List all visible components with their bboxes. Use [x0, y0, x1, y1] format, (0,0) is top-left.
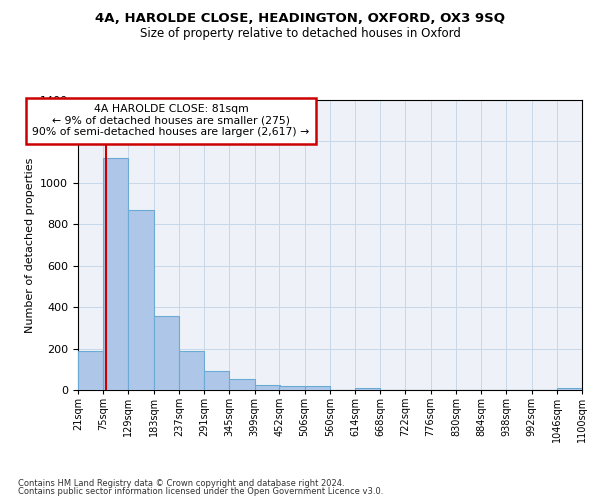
Bar — [128, 210, 154, 390]
Bar — [103, 158, 128, 390]
Bar — [154, 316, 179, 390]
Bar — [280, 386, 305, 390]
Text: 4A HAROLDE CLOSE: 81sqm
← 9% of detached houses are smaller (275)
90% of semi-de: 4A HAROLDE CLOSE: 81sqm ← 9% of detached… — [32, 104, 310, 138]
Bar — [204, 372, 229, 390]
Text: Contains public sector information licensed under the Open Government Licence v3: Contains public sector information licen… — [18, 487, 383, 496]
Text: Contains HM Land Registry data © Crown copyright and database right 2024.: Contains HM Land Registry data © Crown c… — [18, 478, 344, 488]
Text: 4A, HAROLDE CLOSE, HEADINGTON, OXFORD, OX3 9SQ: 4A, HAROLDE CLOSE, HEADINGTON, OXFORD, O… — [95, 12, 505, 26]
Text: Size of property relative to detached houses in Oxford: Size of property relative to detached ho… — [140, 28, 460, 40]
Y-axis label: Number of detached properties: Number of detached properties — [25, 158, 35, 332]
Bar — [179, 350, 204, 390]
Bar — [305, 386, 330, 390]
Bar — [557, 388, 582, 390]
Bar — [78, 350, 103, 390]
Bar — [254, 385, 280, 390]
Bar — [355, 388, 380, 390]
Bar — [229, 378, 254, 390]
